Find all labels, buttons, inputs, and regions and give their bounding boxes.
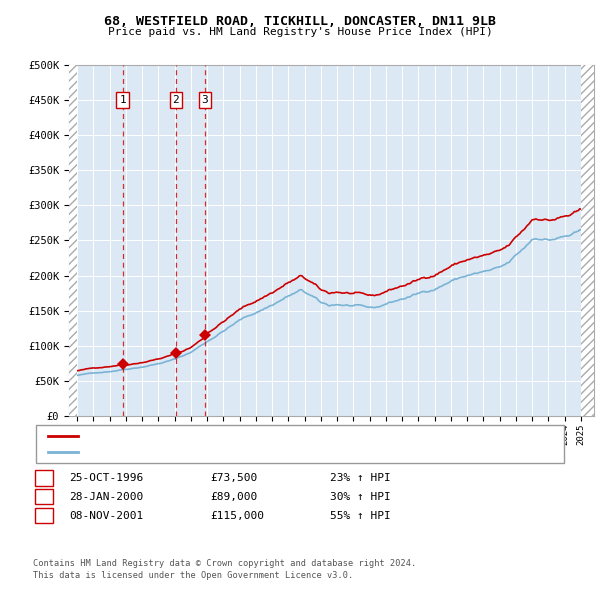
Text: £115,000: £115,000	[210, 511, 264, 520]
Text: 3: 3	[40, 511, 47, 520]
Text: 28-JAN-2000: 28-JAN-2000	[69, 492, 143, 502]
Text: £89,000: £89,000	[210, 492, 257, 502]
Text: 68, WESTFIELD ROAD, TICKHILL, DONCASTER, DN11 9LB (detached house): 68, WESTFIELD ROAD, TICKHILL, DONCASTER,…	[84, 431, 472, 441]
Text: 1: 1	[40, 473, 47, 483]
Text: 23% ↑ HPI: 23% ↑ HPI	[330, 473, 391, 483]
Text: 2: 2	[40, 492, 47, 502]
Bar	[69, 65, 77, 416]
Text: 68, WESTFIELD ROAD, TICKHILL, DONCASTER, DN11 9LB: 68, WESTFIELD ROAD, TICKHILL, DONCASTER,…	[104, 15, 496, 28]
Text: 1: 1	[119, 95, 126, 105]
Text: This data is licensed under the Open Government Licence v3.0.: This data is licensed under the Open Gov…	[33, 571, 353, 579]
Text: £73,500: £73,500	[210, 473, 257, 483]
Text: 08-NOV-2001: 08-NOV-2001	[69, 511, 143, 520]
Text: 3: 3	[202, 95, 208, 105]
Text: 25-OCT-1996: 25-OCT-1996	[69, 473, 143, 483]
Text: 30% ↑ HPI: 30% ↑ HPI	[330, 492, 391, 502]
Text: 55% ↑ HPI: 55% ↑ HPI	[330, 511, 391, 520]
Text: HPI: Average price, detached house, Doncaster: HPI: Average price, detached house, Donc…	[84, 447, 349, 457]
Text: 2: 2	[172, 95, 179, 105]
Text: Contains HM Land Registry data © Crown copyright and database right 2024.: Contains HM Land Registry data © Crown c…	[33, 559, 416, 568]
Bar	[581, 65, 594, 416]
Text: Price paid vs. HM Land Registry's House Price Index (HPI): Price paid vs. HM Land Registry's House …	[107, 27, 493, 37]
